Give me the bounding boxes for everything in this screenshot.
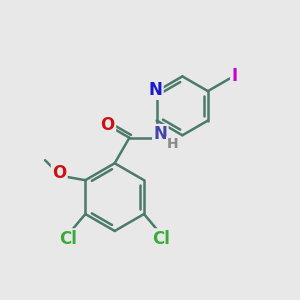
Text: O: O xyxy=(52,164,66,182)
Text: N: N xyxy=(148,81,162,99)
Text: Cl: Cl xyxy=(59,230,77,247)
Text: H: H xyxy=(167,137,179,151)
Text: Cl: Cl xyxy=(153,230,170,247)
Text: N: N xyxy=(153,125,167,143)
Text: I: I xyxy=(231,67,237,85)
Text: O: O xyxy=(100,116,115,134)
